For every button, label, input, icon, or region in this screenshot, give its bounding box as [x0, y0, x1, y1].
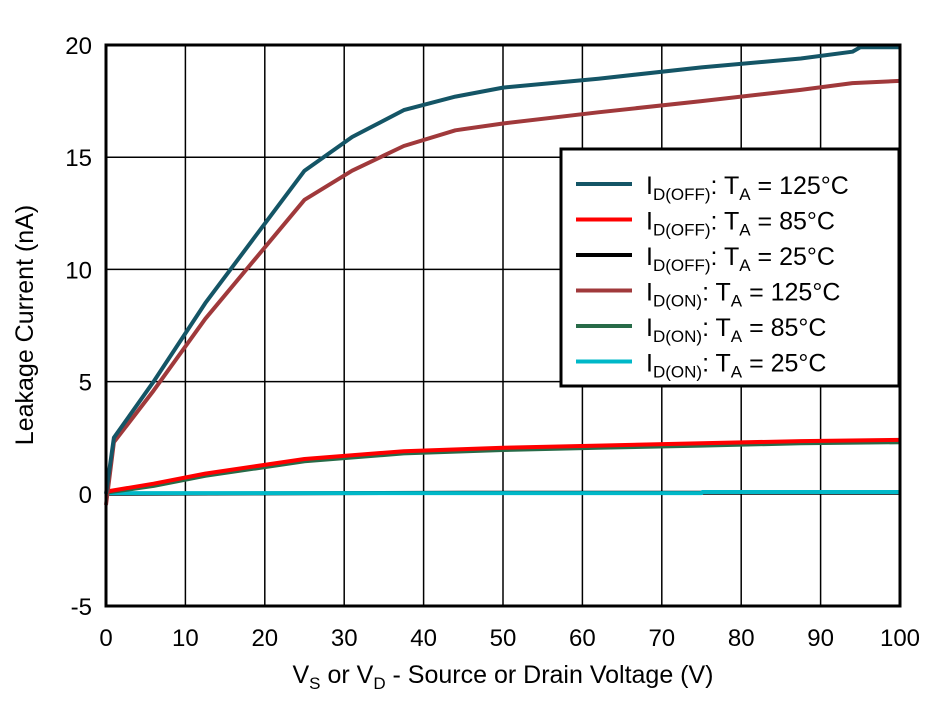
x-tick-label: 60: [569, 625, 596, 652]
series-line-4: [105, 440, 901, 495]
x-tick-label: 90: [807, 625, 834, 652]
tick-labels: 0 10 20 30 40 50 60 70 80 90 100 -5 0 5 10 15 20: [65, 33, 920, 652]
x-tick-label: 30: [331, 625, 358, 652]
legend-entry: ID(OFF): TA = 125°C: [646, 172, 849, 204]
legend-entry: ID(OFF): TA = 85°C: [646, 208, 835, 240]
y-axis-label: Leakage Current (nA): [11, 205, 39, 445]
legend-entry: ID(ON): TA = 125°C: [646, 279, 840, 311]
x-tick-label: 10: [172, 625, 199, 652]
x-tick-label: 50: [490, 625, 517, 652]
x-tick-label: 40: [410, 625, 437, 652]
x-tick-label: 100: [880, 625, 920, 652]
x-tick-label: 80: [728, 625, 755, 652]
series-line-5: [106, 490, 900, 496]
y-tick-label: 5: [79, 370, 92, 397]
y-tick-label: 0: [79, 482, 92, 509]
x-tick-label: 70: [648, 625, 675, 652]
legend-entry: ID(OFF): TA = 25°C: [646, 243, 835, 275]
series-lines: [104, 45, 901, 506]
y-tick-label: 10: [65, 257, 92, 284]
legend-entry: ID(ON): TA = 85°C: [646, 314, 826, 346]
x-axis-label: VS or VD - Source or Drain Voltage (V): [292, 661, 713, 693]
legend-entry: ID(ON): TA = 25°C: [646, 350, 826, 382]
x-tick-label: 0: [99, 625, 112, 652]
x-tick-label: 20: [251, 625, 278, 652]
series-line-0: [104, 45, 900, 495]
series-line-3: [104, 78, 901, 506]
y-tick-label: 20: [65, 33, 92, 60]
legend: ID(OFF): TA = 125°CID(OFF): TA = 85°CID(…: [559, 147, 901, 388]
y-tick-label: 15: [65, 145, 92, 172]
series-line-1: [105, 437, 901, 494]
y-tick-label: -5: [71, 594, 92, 621]
